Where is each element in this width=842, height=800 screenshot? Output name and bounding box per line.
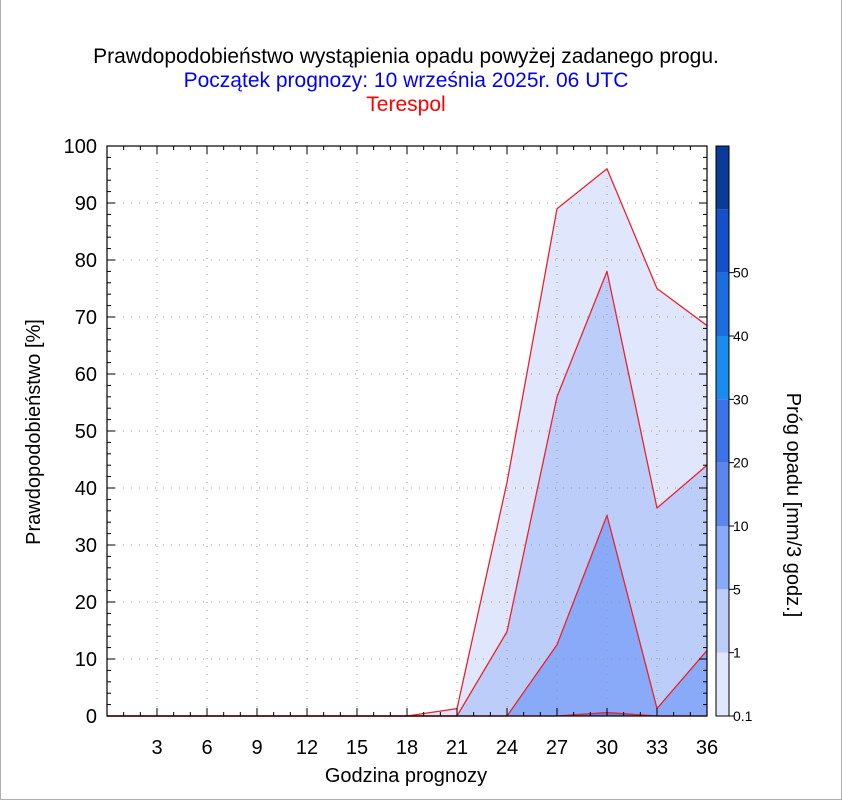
- colorbar-segment-6: [716, 272, 729, 336]
- x-tick-label: 12: [296, 737, 318, 759]
- x-axis-label: Godzina prognozy: [325, 765, 487, 787]
- area-series-1: [107, 271, 707, 716]
- x-tick-label: 15: [346, 737, 368, 759]
- y-axis-label: Prawdopodobieństwo [%]: [23, 319, 45, 545]
- y-tick-label: 100: [64, 136, 97, 158]
- colorbar-segment-4: [716, 399, 729, 463]
- y-tick-label: 0: [86, 706, 97, 728]
- colorbar-segment-5: [716, 336, 729, 400]
- colorbar-label: Próg opadu [mm/3 godz.]: [782, 393, 804, 618]
- colorbar-tick-label: 30: [733, 391, 749, 407]
- chart-subtitle: Początek prognozy: 10 września 2025r. 06…: [184, 69, 629, 92]
- colorbar-tick-label: 20: [733, 455, 749, 471]
- colorbar-tick-label: 10: [733, 518, 749, 534]
- colorbar-segment-3: [716, 462, 729, 526]
- y-tick-label: 20: [75, 592, 97, 614]
- colorbar-segment-1: [716, 589, 729, 653]
- x-tick-label: 36: [696, 737, 718, 759]
- x-tick-label: 21: [446, 737, 468, 759]
- x-tick-label: 33: [646, 737, 668, 759]
- y-tick-label: 50: [75, 421, 97, 443]
- x-tick-label: 27: [546, 737, 568, 759]
- colorbar-segment-2: [716, 526, 729, 590]
- station-name: Terespol: [366, 93, 445, 116]
- colorbar-tick-label: 1: [733, 645, 741, 661]
- x-tick-label: 3: [151, 737, 162, 759]
- y-tick-label: 40: [75, 478, 97, 500]
- y-tick-label: 80: [75, 250, 97, 272]
- x-tick-label: 6: [201, 737, 212, 759]
- x-tick-label: 30: [596, 737, 618, 759]
- x-tick-label: 24: [496, 737, 518, 759]
- chart-title: Prawdopodobieństwo wystąpienia opadu pow…: [93, 45, 719, 68]
- colorbar-tick-label: 50: [733, 265, 749, 281]
- y-tick-label: 60: [75, 364, 97, 386]
- colorbar-segment-8: [716, 146, 729, 210]
- colorbar-segment-7: [716, 209, 729, 273]
- colorbar: 0.1 1 5 10 20 30 40 50: [715, 145, 753, 724]
- colorbar-frame: [715, 145, 730, 717]
- y-tick-label: 30: [75, 535, 97, 557]
- colorbar-tick-label: 40: [733, 328, 749, 344]
- colorbar-tick-label: 5: [733, 581, 741, 597]
- area-series-2: [107, 515, 707, 716]
- x-tick-label: 18: [396, 737, 418, 759]
- y-tick-label: 10: [75, 649, 97, 671]
- x-tick-label: 9: [251, 737, 262, 759]
- y-tick-label: 90: [75, 193, 97, 215]
- colorbar-segment-0: [716, 652, 729, 716]
- y-tick-label: 70: [75, 307, 97, 329]
- colorbar-tick-label: 0.1: [733, 708, 753, 724]
